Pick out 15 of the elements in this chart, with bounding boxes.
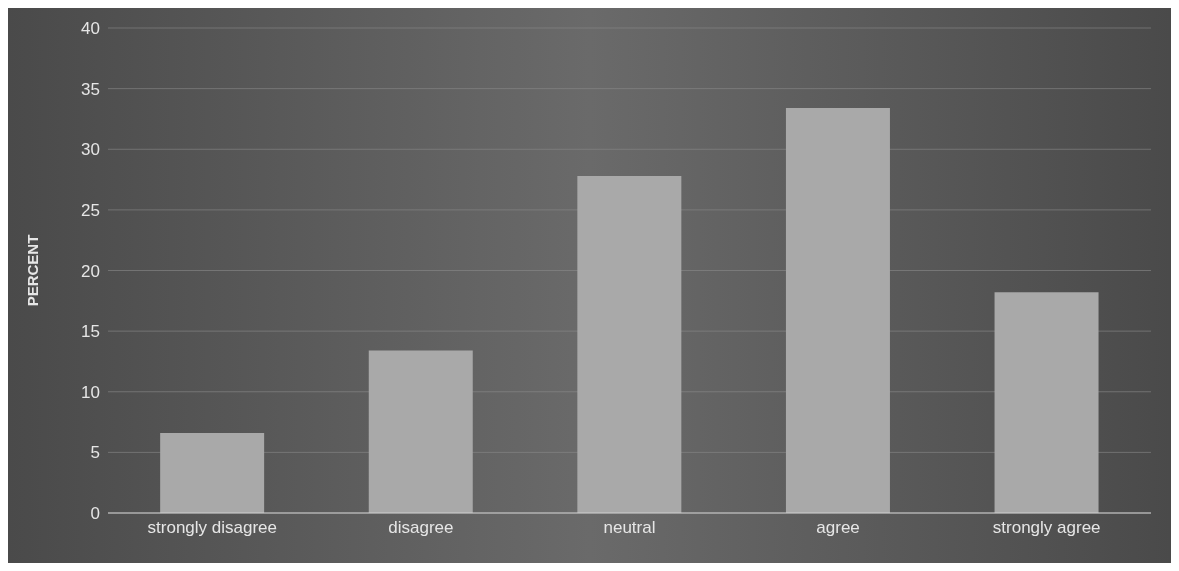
x-tick-label: neutral (603, 518, 656, 538)
y-tick-label: 5 (90, 443, 100, 463)
y-tick-label: 10 (81, 382, 100, 402)
x-tick-label: strongly disagree (147, 518, 278, 538)
x-tick-label: strongly agree (992, 518, 1101, 538)
y-tick-label: 20 (81, 261, 100, 281)
y-tick-label: 30 (81, 140, 100, 160)
y-axis-title: PERCENT (24, 234, 42, 307)
y-tick-label: 35 (81, 79, 100, 99)
y-tick-label: 25 (81, 200, 100, 220)
x-tick-label: disagree (388, 518, 454, 538)
x-tick-label: agree (816, 518, 860, 538)
y-tick-label: 0 (90, 504, 100, 524)
y-tick-label: 40 (81, 19, 100, 39)
y-tick-label: 15 (81, 322, 100, 342)
